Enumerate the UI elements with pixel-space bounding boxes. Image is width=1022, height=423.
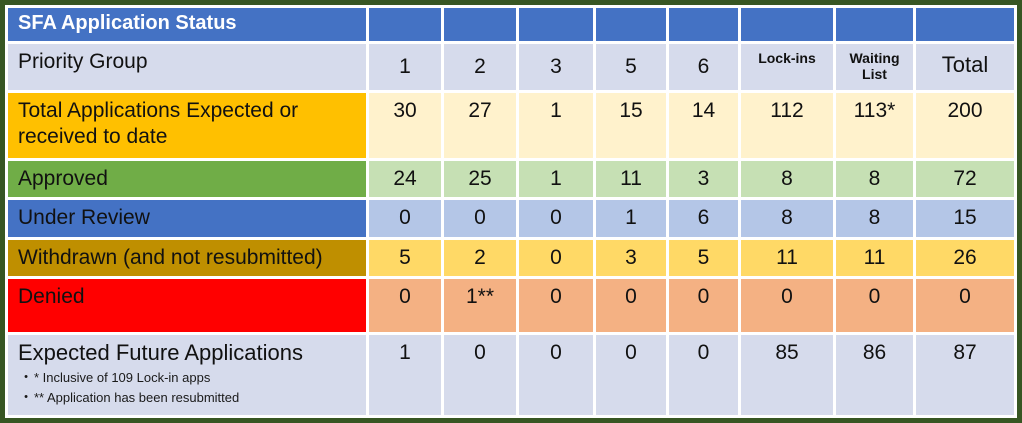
- cell-value: 0: [596, 335, 666, 415]
- cell-value: 112: [741, 92, 833, 159]
- cell-value: 15: [916, 200, 1014, 237]
- header-spacer-cell: [519, 8, 593, 42]
- row-label: Under Review: [8, 200, 366, 237]
- cell-value: 113*: [836, 92, 913, 159]
- row-label: Denied: [8, 279, 366, 333]
- priority-group-row: Priority Group 1 2 3 5 6 Lock-ins Waitin…: [8, 44, 1014, 90]
- cell-value: 0: [519, 200, 593, 237]
- column-header-total: Total: [916, 44, 1014, 90]
- row-label: Expected Future Applications: [18, 340, 303, 366]
- cell-value: 0: [741, 279, 833, 333]
- footnote-line: • ** Application has been resubmitted: [18, 389, 358, 407]
- cell-value: 0: [369, 200, 441, 237]
- cell-value: 8: [741, 200, 833, 237]
- cell-value: 85: [741, 335, 833, 415]
- approved-row: Approved 24 25 1 11 3 8 8 72: [8, 161, 1014, 198]
- cell-value: 0: [519, 239, 593, 277]
- bullet-icon: •: [24, 390, 28, 403]
- cell-value: 0: [519, 279, 593, 333]
- cell-value: 1: [519, 161, 593, 198]
- cell-value: 200: [916, 92, 1014, 159]
- row-label: Total Applications Expected or received …: [8, 92, 366, 159]
- cell-value: 72: [916, 161, 1014, 198]
- footnote-line: • * Inclusive of 109 Lock-in apps: [18, 369, 358, 387]
- cell-value: 0: [519, 335, 593, 415]
- cell-value: 25: [444, 161, 516, 198]
- cell-value: 5: [369, 239, 441, 277]
- cell-value: 1**: [444, 279, 516, 333]
- cell-value: 11: [741, 239, 833, 277]
- footnote-text: * Inclusive of 109 Lock-in apps: [34, 370, 211, 386]
- cell-value: 8: [836, 200, 913, 237]
- row-label-with-footnotes: Expected Future Applications • * Inclusi…: [8, 335, 366, 415]
- column-header-1: 1: [369, 44, 441, 90]
- table-header-row: SFA Application Status: [8, 8, 1014, 42]
- withdrawn-row: Withdrawn (and not resubmitted) 5 2 0 3 …: [8, 239, 1014, 277]
- column-header-2: 2: [444, 44, 516, 90]
- cell-value: 14: [669, 92, 738, 159]
- cell-value: 15: [596, 92, 666, 159]
- cell-value: 1: [519, 92, 593, 159]
- cell-value: 86: [836, 335, 913, 415]
- expected-future-row: Expected Future Applications • * Inclusi…: [8, 335, 1014, 415]
- cell-value: 0: [596, 279, 666, 333]
- cell-value: 11: [836, 239, 913, 277]
- row-label: Approved: [8, 161, 366, 198]
- bullet-icon: •: [24, 371, 28, 384]
- table-title: SFA Application Status: [8, 8, 366, 42]
- cell-value: 0: [669, 279, 738, 333]
- cell-value: 11: [596, 161, 666, 198]
- row-label: Withdrawn (and not resubmitted): [8, 239, 366, 277]
- column-header-3: 3: [519, 44, 593, 90]
- footnote-text: ** Application has been resubmitted: [34, 389, 240, 405]
- cell-value: 87: [916, 335, 1014, 415]
- column-header-5: 5: [596, 44, 666, 90]
- cell-value: 0: [444, 200, 516, 237]
- column-header-lock-ins: Lock-ins: [741, 44, 833, 90]
- cell-value: 3: [596, 239, 666, 277]
- cell-value: 24: [369, 161, 441, 198]
- total-applications-row: Total Applications Expected or received …: [8, 92, 1014, 159]
- under-review-row: Under Review 0 0 0 1 6 8 8 15: [8, 200, 1014, 237]
- header-spacer-cell: [596, 8, 666, 42]
- cell-value: 30: [369, 92, 441, 159]
- cell-value: 8: [836, 161, 913, 198]
- cell-value: 1: [596, 200, 666, 237]
- column-header-6: 6: [669, 44, 738, 90]
- header-spacer-cell: [444, 8, 516, 42]
- header-spacer-cell: [741, 8, 833, 42]
- status-table: SFA Application Status Priority Group 1 …: [5, 5, 1017, 418]
- cell-value: 0: [444, 335, 516, 415]
- denied-row: Denied 0 1** 0 0 0 0 0 0: [8, 279, 1014, 333]
- cell-value: 6: [669, 200, 738, 237]
- cell-value: 1: [369, 335, 441, 415]
- cell-value: 3: [669, 161, 738, 198]
- priority-group-label: Priority Group: [8, 44, 366, 90]
- cell-value: 8: [741, 161, 833, 198]
- cell-value: 2: [444, 239, 516, 277]
- header-spacer-cell: [836, 8, 913, 42]
- column-header-waiting-list: Waiting List: [836, 44, 913, 90]
- cell-value: 0: [836, 279, 913, 333]
- header-spacer-cell: [369, 8, 441, 42]
- cell-value: 0: [916, 279, 1014, 333]
- cell-value: 27: [444, 92, 516, 159]
- cell-value: 26: [916, 239, 1014, 277]
- cell-value: 5: [669, 239, 738, 277]
- header-spacer-cell: [916, 8, 1014, 42]
- header-spacer-cell: [669, 8, 738, 42]
- cell-value: 0: [669, 335, 738, 415]
- cell-value: 0: [369, 279, 441, 333]
